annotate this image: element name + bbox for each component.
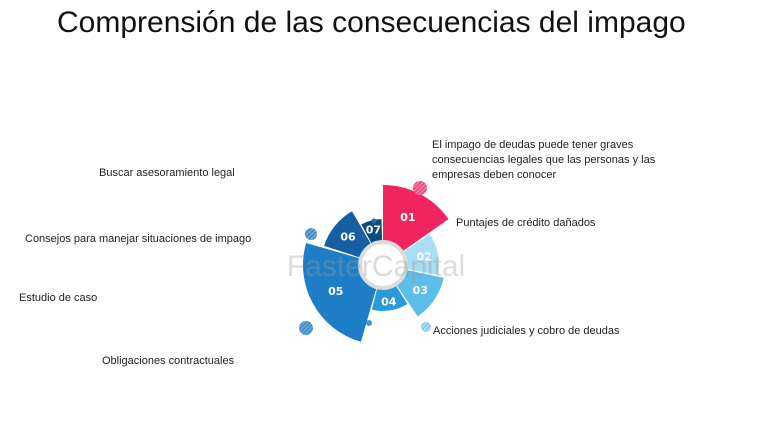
decor-dot [413,181,427,195]
decor-dot [305,228,317,240]
label-06: Consejos para manejar situaciones de imp… [25,233,252,245]
segment-number-06: 06 [340,231,356,244]
intro-line: El impago de deudas puede tener graves c… [432,139,656,181]
decor-dot [299,321,313,335]
center-circle [358,240,408,290]
segment-number-04: 04 [381,296,397,309]
page-title: Comprensión de las consecuencias del imp… [57,6,686,39]
segment-03 [394,269,444,317]
label-04: Obligaciones contractuales [102,355,235,367]
intro-text: El impago de deudas puede tener graves c… [432,138,672,183]
segment-02 [399,234,440,275]
segment-number-01: 01 [400,211,415,224]
decor-dot [371,218,377,224]
segment-07 [361,219,383,248]
watermark-logo: FasterCapital [287,250,465,283]
segment-number-07: 07 [366,223,381,236]
segment-01 [383,185,449,254]
decor-dot [366,320,372,326]
segment-number-02: 02 [417,251,432,264]
label-03: Acciones judiciales y cobro de deudas [433,325,620,337]
label-05: Estudio de caso [19,292,98,304]
segment-number-05: 05 [328,285,343,298]
decor-dot [421,322,431,332]
segment-number-03: 03 [413,284,428,297]
label-01: Puntajes de crédito dañados [456,217,596,229]
label-07: Buscar asesoramiento legal [99,167,235,179]
segment-06 [324,211,373,259]
